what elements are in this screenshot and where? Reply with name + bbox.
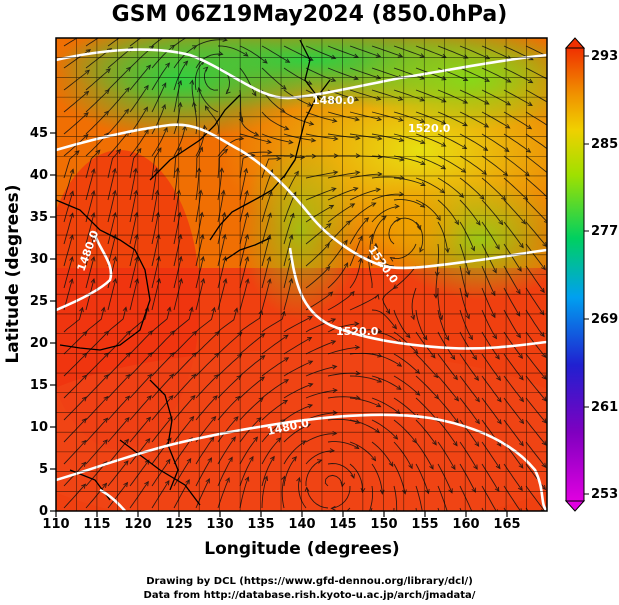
x-tick-label: 120 [124, 517, 151, 532]
colorbar-tick-label: 269 [591, 312, 618, 327]
y-tick-label: 45 [30, 126, 48, 141]
x-tick-label: 160 [452, 517, 479, 532]
colorbar-tick-label: 293 [591, 49, 618, 64]
x-tick-label: 165 [493, 517, 520, 532]
y-tick-label: 10 [30, 420, 48, 435]
y-axis-ticks: 0 5 10 15 20 25 30 35 40 45 [30, 126, 48, 519]
x-tick-label: 130 [206, 517, 233, 532]
x-tick-label: 110 [42, 517, 69, 532]
x-tick-label: 115 [83, 517, 110, 532]
colorbar-tick-label: 285 [591, 137, 618, 152]
x-axis-ticks: 110 115 120 125 130 135 140 145 150 155 … [42, 517, 520, 532]
y-axis-title: Latitude (degrees) [3, 184, 23, 363]
y-tick-label: 40 [30, 168, 48, 183]
contour-label: 1520.0 [408, 122, 451, 135]
y-tick-label: 20 [30, 336, 48, 351]
colorbar-tick-label: 261 [591, 400, 618, 415]
x-tick-label: 150 [370, 517, 397, 532]
y-tick-label: 25 [30, 294, 48, 309]
colorbar-scale [565, 47, 585, 502]
y-tick-label: 0 [39, 504, 48, 519]
y-tick-label: 5 [39, 462, 48, 477]
x-tick-label: 135 [247, 517, 274, 532]
credit-drawing: Drawing by DCL (https://www.gfd-dennou.o… [146, 576, 473, 587]
lat-lon-grid [56, 38, 547, 511]
contour-label: 1480.0 [312, 94, 355, 107]
x-axis-title: Longitude (degrees) [204, 539, 399, 559]
y-tick-label: 30 [30, 252, 48, 267]
credit-data-source: Data from http://database.rish.kyoto-u.a… [143, 590, 476, 601]
x-tick-label: 140 [288, 517, 315, 532]
y-tick-label: 35 [30, 210, 48, 225]
x-tick-label: 155 [411, 517, 438, 532]
axis-ticks [50, 132, 508, 517]
map-title: GSM 06Z19May2024 (850.0hPa) [111, 2, 508, 27]
colorbar-tick-label: 277 [591, 224, 618, 239]
colorbar-tick-label: 253 [591, 487, 618, 502]
colorbar: 253 261 269 277 285 293 [564, 37, 618, 512]
x-tick-label: 125 [165, 517, 192, 532]
x-tick-label: 145 [329, 517, 356, 532]
colorbar-top-arrow [564, 37, 586, 49]
contour-label: 1520.0 [336, 325, 379, 338]
colorbar-bottom-arrow [564, 500, 586, 512]
y-tick-label: 15 [30, 378, 48, 393]
